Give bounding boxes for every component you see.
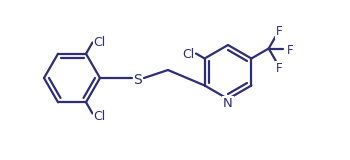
Text: Cl: Cl: [93, 36, 106, 49]
Text: N: N: [223, 97, 233, 110]
Text: Cl: Cl: [93, 109, 106, 123]
Text: F: F: [276, 25, 282, 38]
Text: F: F: [276, 62, 282, 75]
Text: S: S: [134, 72, 142, 87]
Text: F: F: [286, 44, 293, 56]
Text: Cl: Cl: [182, 48, 194, 60]
